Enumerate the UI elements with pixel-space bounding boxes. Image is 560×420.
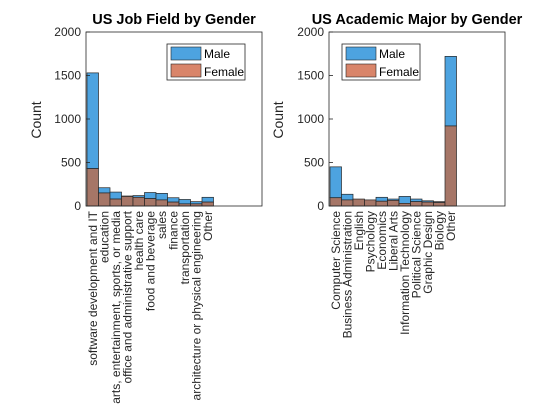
x-tick-label: Other — [444, 211, 458, 241]
legend-label-male: Male — [379, 47, 405, 61]
bar-male — [444, 56, 457, 127]
x-tick-label: finance — [166, 211, 180, 250]
x-tick-label: Computer Science — [329, 211, 343, 310]
y-tick-label: 500 — [304, 156, 324, 170]
bar-male — [178, 199, 191, 205]
legend-swatch-female — [345, 63, 377, 78]
bar-male — [398, 196, 411, 204]
bar-overlap — [364, 199, 377, 207]
bar-overlap — [167, 201, 180, 207]
x-tick-label: software development and IT — [86, 210, 100, 365]
chart-title: US Academic Major by Gender — [312, 12, 523, 28]
y-tick-label: 0 — [74, 199, 81, 213]
x-tick-label: office and administrative support — [120, 210, 134, 383]
bars — [86, 72, 214, 207]
y-tick-label: 2000 — [54, 25, 81, 39]
bar-overlap — [109, 198, 122, 207]
bar-male — [375, 196, 388, 202]
legend-label-male: Male — [204, 47, 230, 61]
y-tick-label: 1000 — [297, 112, 324, 126]
y-tick-label: 2000 — [297, 25, 324, 39]
bar-overlap — [201, 201, 214, 207]
bar-overlap — [387, 199, 400, 207]
x-tick-label: sales — [155, 211, 169, 239]
bar-male — [167, 197, 180, 203]
chart-title: US Job Field by Gender — [92, 12, 256, 28]
x-tick-label: arts, entertainment, sports, or media — [109, 211, 123, 404]
y-tick-label: 1000 — [54, 112, 81, 126]
bar-overlap — [132, 196, 145, 207]
x-tick-label: Psychology — [363, 211, 377, 272]
bar-overlap — [352, 198, 365, 207]
bar-male — [341, 193, 354, 201]
bar-male — [86, 72, 99, 169]
bar-overlap — [144, 198, 157, 207]
legend-swatch-male — [345, 46, 377, 61]
bar-overlap — [410, 201, 423, 207]
bar-male — [109, 191, 122, 200]
x-tick-label: food and beverage — [143, 211, 157, 311]
x-tick-label: Biology — [432, 211, 446, 250]
bar-male — [201, 196, 214, 203]
y-axis-label: Count — [270, 101, 286, 138]
bar-male — [98, 187, 111, 194]
x-tick-label: Other — [201, 211, 215, 241]
y-tick-label: 0 — [317, 199, 324, 213]
job-field-chart: US Job Field by Gender Count software de… — [28, 12, 263, 404]
legend: Male Female — [166, 43, 246, 81]
bar-overlap — [98, 192, 111, 207]
x-tick-label: health care — [132, 211, 146, 271]
bar-male — [144, 192, 157, 199]
x-tick-label: Graphic Design — [421, 211, 435, 294]
legend-swatch-male — [170, 46, 202, 61]
x-tick-label: Political Science — [409, 211, 423, 299]
y-axis-label: Count — [28, 101, 44, 138]
x-tick-label: Business Administration — [340, 211, 354, 338]
x-tick-label: Information Technology — [398, 211, 412, 335]
bar-overlap — [341, 199, 354, 207]
bar-overlap — [421, 201, 434, 207]
bar-overlap — [86, 168, 99, 207]
bar-overlap — [433, 202, 446, 207]
legend-label-female: Female — [204, 65, 244, 79]
legend-swatch-female — [170, 63, 202, 78]
bar-overlap — [121, 196, 134, 207]
bar-overlap — [329, 197, 342, 207]
x-tick-label: English — [352, 211, 366, 250]
x-tick-label: Economics — [375, 211, 389, 270]
x-tick-label: architecture or physical engineering — [189, 211, 203, 400]
legend-label-female: Female — [379, 65, 419, 79]
bar-overlap — [375, 200, 388, 207]
y-tick-label: 1500 — [54, 69, 81, 83]
bar-male — [329, 166, 342, 199]
y-tick-label: 1500 — [297, 69, 324, 83]
x-tick-label: education — [97, 211, 111, 263]
x-tick-label: Liberal Arts — [386, 211, 400, 271]
bar-male — [155, 193, 168, 201]
axes: software development and ITeducationarts… — [54, 25, 263, 404]
bar-overlap — [155, 199, 168, 207]
y-tick-label: 500 — [61, 156, 81, 170]
legend: Male Female — [341, 43, 421, 81]
x-tick-label: transportation — [178, 211, 192, 284]
academic-major-chart: US Academic Major by Gender Count Comput… — [270, 12, 523, 338]
bar-male — [410, 198, 423, 202]
bar-overlap — [444, 125, 457, 207]
